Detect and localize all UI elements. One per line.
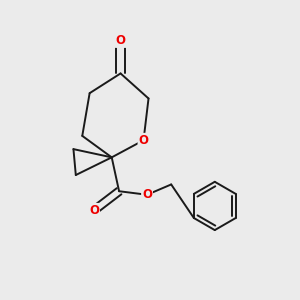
Text: O: O <box>89 204 99 217</box>
Text: O: O <box>139 134 148 147</box>
Text: O: O <box>142 188 152 201</box>
Text: O: O <box>116 34 126 47</box>
